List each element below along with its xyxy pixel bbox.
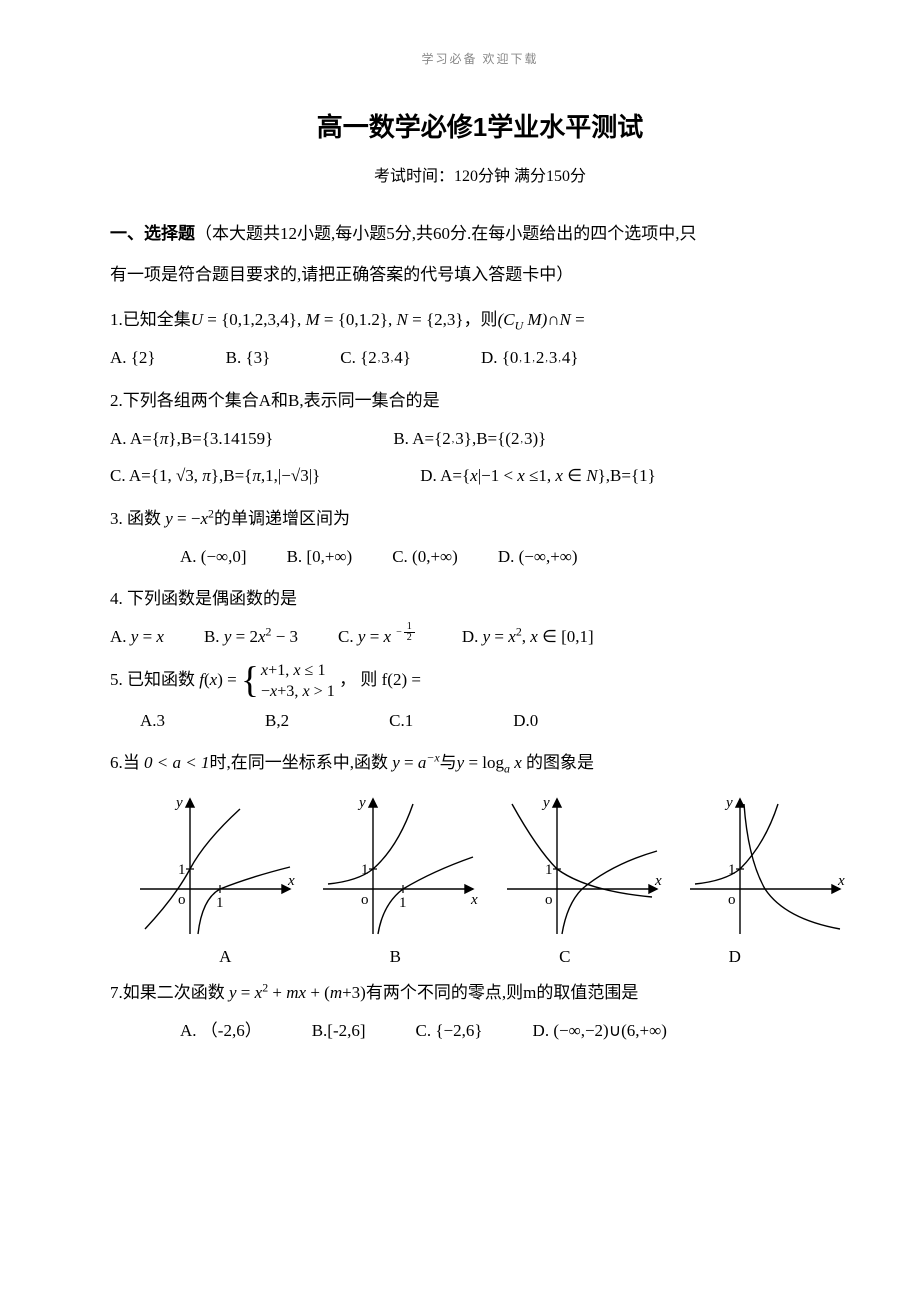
q7-options: A. （-2,6） B.[-2,6] C. {−2,6} D. (−∞,−2)∪…: [180, 1012, 850, 1049]
q6-m2: y = a−x: [388, 753, 440, 772]
graph-a: 1 1 o x y: [130, 789, 300, 939]
q6-label-a: A: [219, 947, 231, 967]
svg-text:1: 1: [545, 862, 553, 878]
q6-e: 与: [440, 753, 457, 772]
q6-a: 6.当: [110, 753, 140, 772]
section-intro-2: 有一项是符合题目要求的,请把正确答案的代号填入答题卡中）: [110, 255, 850, 296]
q3-opt-a: A. (−∞,0]: [180, 538, 247, 575]
q2-opt-d: D. A={x|−1 < x ≤1, x ∈ N},B={1}: [420, 457, 656, 494]
q3-opt-c: C. (0,+∞): [392, 538, 458, 575]
q2-opt-a: A. A={π},B={3.14159}: [110, 420, 273, 457]
q6-c: 时,在同一坐标系中,函数: [209, 753, 388, 772]
q5-text-a: 5. 已知函数: [110, 670, 195, 689]
section-text-1: （本大题共12小题,每小题5分,共60分.在每小题给出的四个选项中,只: [195, 224, 697, 243]
q7-opt-c: C. {−2,6}: [416, 1012, 483, 1049]
title: 高一数学必修1学业水平测试: [110, 107, 850, 144]
q6-m1: 0 < a < 1: [140, 753, 210, 772]
q5-stem: 5. 已知函数 f(x) = { x+1, x ≤ 1 −x+3, x > 1 …: [110, 660, 850, 702]
header-note: 学习必备 欢迎下载: [110, 50, 850, 67]
q5-opt-d: D.0: [513, 702, 538, 739]
q1-opt-c: C. {2,3,4}: [340, 339, 411, 376]
q4-opt-c: C. y = x−12: [338, 618, 422, 655]
q1-stem: 1.已知全集U = {0,1,2,3,4}, M = {0,1.2}, N = …: [110, 300, 850, 340]
q2-stem: 2.下列各组两个集合A和B,表示同一集合的是: [110, 381, 850, 420]
q1-opt-b: B. {3}: [226, 339, 271, 376]
svg-text:x: x: [470, 892, 478, 908]
q5-opt-a: A.3: [140, 702, 165, 739]
graph-c: 1 o x y: [497, 789, 667, 939]
q3-text-a: 3. 函数: [110, 509, 161, 528]
svg-text:o: o: [545, 892, 553, 908]
page: 学习必备 欢迎下载 高一数学必修1学业水平测试 考试时间：120分钟 满分150…: [0, 0, 920, 1109]
q3-stem: 3. 函数 y = −x2的单调递增区间为: [110, 499, 850, 538]
q1-opt-a: A. {2}: [110, 339, 156, 376]
q5-piecewise: { x+1, x ≤ 1 −x+3, x > 1: [241, 660, 335, 702]
q7-opt-b: B.[-2,6]: [312, 1012, 366, 1049]
q1-math: U = {0,1,2,3,4}, M = {0,1.2}, N = {2,3}: [191, 310, 464, 329]
q3-opt-b: B. [0,+∞): [287, 538, 353, 575]
section-intro: 一、选择题（本大题共12小题,每小题5分,共60分.在每小题给出的四个选项中,只: [110, 214, 850, 255]
q7-math: y = x2 + mx + (m+3): [225, 983, 366, 1002]
q6-label-d: D: [729, 947, 741, 967]
graph-b: 1 1 o x y: [313, 789, 483, 939]
q5-fn: f(x) =: [199, 670, 241, 689]
q6-graphs: 1 1 o x y 1 1 o x y: [130, 789, 850, 939]
q7-stem: 7.如果二次函数 y = x2 + mx + (m+3)有两个不同的零点,则m的…: [110, 973, 850, 1012]
q5-text-c: ， 则 f(2) =: [339, 670, 421, 689]
q3-opt-d: D. (−∞,+∞): [498, 538, 578, 575]
q6-label-b: B: [390, 947, 401, 967]
q5-case2: −x+3, x > 1: [261, 681, 335, 702]
q1-text-c: ，则: [464, 310, 498, 329]
svg-text:x: x: [654, 873, 662, 889]
svg-text:o: o: [178, 892, 186, 908]
q3-text-c: 的单调递增区间为: [214, 509, 350, 528]
q6-m3: y = loga x: [457, 753, 526, 772]
q3-options: A. (−∞,0] B. [0,+∞) C. (0,+∞) D. (−∞,+∞): [180, 538, 850, 575]
subtitle: 考试时间：120分钟 满分150分: [110, 162, 850, 186]
q6-g: 的图象是: [526, 753, 594, 772]
q5-options: A.3 B,2 C.1 D.0: [140, 702, 850, 739]
q5-opt-b: B,2: [265, 702, 289, 739]
svg-text:y: y: [541, 795, 550, 811]
section-label: 一、选择题: [110, 224, 195, 243]
svg-text:y: y: [724, 795, 733, 811]
svg-text:x: x: [837, 873, 845, 889]
q1-text-a: 1.已知全集: [110, 310, 191, 329]
q5-case1: x+1, x ≤ 1: [261, 660, 335, 681]
q4-opt-b: B. y = 2x2 − 3: [204, 618, 298, 655]
q4-options: A. y = x B. y = 2x2 − 3 C. y = x−12 D. y…: [110, 618, 850, 655]
q4-opt-a: A. y = x: [110, 618, 164, 655]
svg-text:y: y: [357, 795, 366, 811]
svg-text:1: 1: [361, 862, 369, 878]
q1-options: A. {2} B. {3} C. {2,3,4} D. {0,1,2,3,4}: [110, 339, 850, 376]
q4-stem: 4. 下列函数是偶函数的是: [110, 579, 850, 618]
q1-opt-d: D. {0,1,2,3,4}: [481, 339, 579, 376]
svg-text:1: 1: [399, 895, 407, 911]
q4-opt-d: D. y = x2, x ∈ [0,1]: [462, 618, 594, 655]
q5-opt-c: C.1: [389, 702, 413, 739]
svg-text:1: 1: [216, 895, 224, 911]
q7-opt-a: A. （-2,6）: [180, 1012, 262, 1049]
q6-label-c: C: [559, 947, 570, 967]
q2-options-row1: A. A={π},B={3.14159} B. A={2,3},B={(2,3)…: [110, 420, 850, 457]
q7-a: 7.如果二次函数: [110, 983, 225, 1002]
graph-d: 1 o x y: [680, 789, 850, 939]
q2-opt-c: C. A={1, √3, π},B={π,1,|−√3|}: [110, 457, 320, 494]
svg-text:o: o: [728, 892, 736, 908]
q6-labels: A B C D: [140, 947, 820, 967]
q2-options-row2: C. A={1, √3, π},B={π,1,|−√3|} D. A={x|−1…: [110, 457, 850, 494]
svg-text:y: y: [174, 795, 183, 811]
q7-c: 有两个不同的零点,则m的取值范围是: [366, 983, 638, 1002]
svg-text:o: o: [361, 892, 369, 908]
q1-math-2: (CU M)∩N =: [498, 310, 585, 329]
q6-stem: 6.当 0 < a < 1时,在同一坐标系中,函数 y = a−x与y = lo…: [110, 743, 850, 783]
svg-text:1: 1: [728, 862, 736, 878]
q7-opt-d: D. (−∞,−2)∪(6,+∞): [533, 1012, 667, 1049]
svg-text:x: x: [287, 873, 295, 889]
svg-text:1: 1: [178, 862, 186, 878]
q3-math: y = −x2: [161, 509, 214, 528]
q2-opt-b: B. A={2,3},B={(2,3)}: [393, 420, 546, 457]
